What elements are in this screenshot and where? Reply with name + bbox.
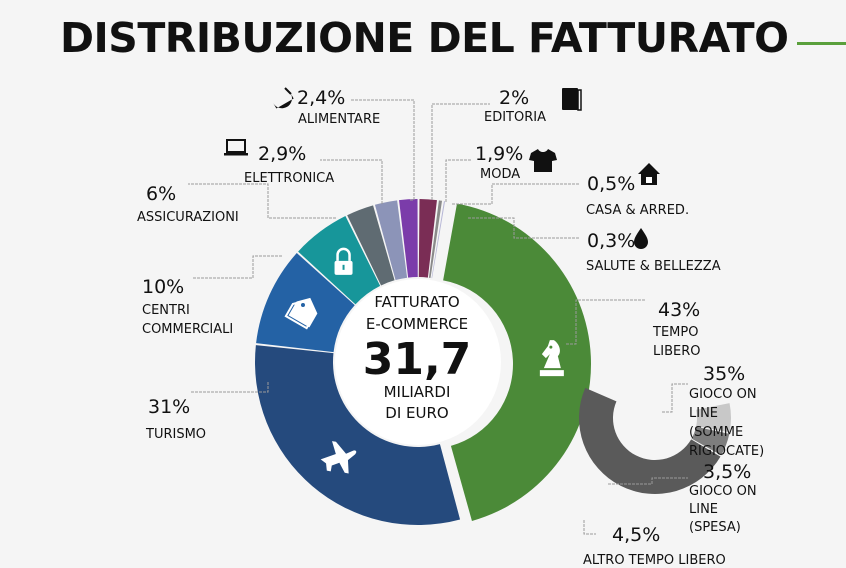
- value-assicurazioni: 6%: [146, 183, 176, 205]
- leader-gioco-spesa: [608, 477, 688, 485]
- leader-casa: [452, 183, 580, 205]
- label-tempo-libero: TEMPO: [652, 325, 698, 340]
- value-salute: 0,3%: [587, 230, 635, 252]
- book-icon: [562, 88, 582, 111]
- value-altro: 4,5%: [612, 524, 660, 546]
- label-gioco-somme: (SOMME: [689, 425, 743, 440]
- slice-editoria: [399, 199, 418, 278]
- center-disc: [335, 279, 501, 445]
- center-label-line2: E-COMMERCE: [366, 315, 468, 333]
- slice-moda: [418, 199, 437, 278]
- leader-tempo-libero: [566, 299, 646, 345]
- value-alimentare: 2,4%: [297, 87, 345, 109]
- label-elettronica: ELETTRONICA: [244, 171, 334, 186]
- leader-salute: [468, 217, 580, 239]
- slice-tempo-libero: [443, 203, 592, 521]
- leader-centri-commerciali: [192, 255, 282, 279]
- label-moda: MODA: [480, 167, 520, 182]
- label-altro: ALTRO TEMPO LIBERO: [583, 553, 726, 568]
- slice-casa: [428, 200, 443, 278]
- center-label-line3: MILIARDI: [384, 383, 451, 401]
- value-gioco-spesa: 3,5%: [703, 461, 751, 483]
- breakdown-slice-altro: [696, 403, 731, 433]
- title-rule: [797, 42, 846, 45]
- house-icon: [638, 163, 660, 185]
- label-gioco-spesa: GIOCO ON: [689, 484, 757, 499]
- center-value: 31,7: [363, 334, 472, 385]
- leader-elettronica: [320, 159, 383, 204]
- label-gioco-somme: LINE: [689, 406, 718, 421]
- center-label-line4: DI EURO: [385, 404, 448, 422]
- label-alimentare: ALIMENTARE: [298, 112, 380, 127]
- center-label-line1: FATTURATO: [374, 293, 459, 311]
- label-gioco-spesa: LINE: [689, 502, 718, 517]
- price-tags-icon: [284, 297, 318, 330]
- leader-editoria: [431, 103, 490, 200]
- label-centri-commerciali: CENTRI: [142, 303, 190, 318]
- leader-gioco-somme: [662, 383, 688, 413]
- slice-salute: [431, 201, 446, 279]
- airplane-icon: [320, 441, 357, 474]
- leader-assicurazioni: [188, 183, 336, 219]
- label-editoria: EDITORIA: [484, 110, 546, 125]
- label-assicurazioni: ASSICURAZIONI: [137, 210, 239, 225]
- laptop-icon: [224, 139, 248, 156]
- leader-turismo: [190, 382, 269, 393]
- breakdown-slice-gioco-spesa: [691, 426, 730, 456]
- slice-elettronica: [347, 205, 395, 286]
- chess-knight-icon: [539, 340, 564, 377]
- value-moda: 1,9%: [475, 143, 523, 165]
- slice-turismo: [255, 345, 461, 525]
- label-gioco-spesa: (SPESA): [689, 520, 741, 535]
- value-tempo-libero: 43%: [658, 299, 700, 321]
- label-gioco-somme: GIOCO ON: [689, 387, 757, 402]
- label-casa: CASA & ARRED.: [586, 203, 689, 218]
- leader-altro: [583, 520, 596, 535]
- breakdown-slice-gioco-somme: [579, 387, 721, 494]
- value-turismo: 31%: [148, 396, 190, 418]
- label-gioco-somme: RIGIOCATE): [689, 444, 764, 459]
- label-tempo-libero: LIBERO: [653, 344, 700, 359]
- leader-moda: [445, 159, 472, 202]
- drop-icon: [634, 228, 648, 249]
- tshirt-icon: [529, 149, 557, 172]
- value-editoria: 2%: [499, 87, 529, 109]
- food-icon: [273, 87, 294, 109]
- label-salute: SALUTE & BELLEZZA: [586, 259, 721, 274]
- value-gioco-somme: 35%: [703, 363, 745, 385]
- value-centri-commerciali: 10%: [142, 276, 184, 298]
- padlock-icon: [334, 247, 353, 275]
- value-elettronica: 2,9%: [258, 143, 306, 165]
- slice-assicurazioni: [298, 216, 381, 305]
- label-turismo: TURISMO: [145, 427, 206, 442]
- label-centri-commerciali: COMMERCIALI: [142, 322, 233, 337]
- value-casa: 0,5%: [587, 173, 635, 195]
- leader-alimentare: [350, 99, 415, 201]
- slice-alimentare: [374, 200, 408, 281]
- page-title: DISTRIBUZIONE DEL FATTURATO: [60, 14, 789, 62]
